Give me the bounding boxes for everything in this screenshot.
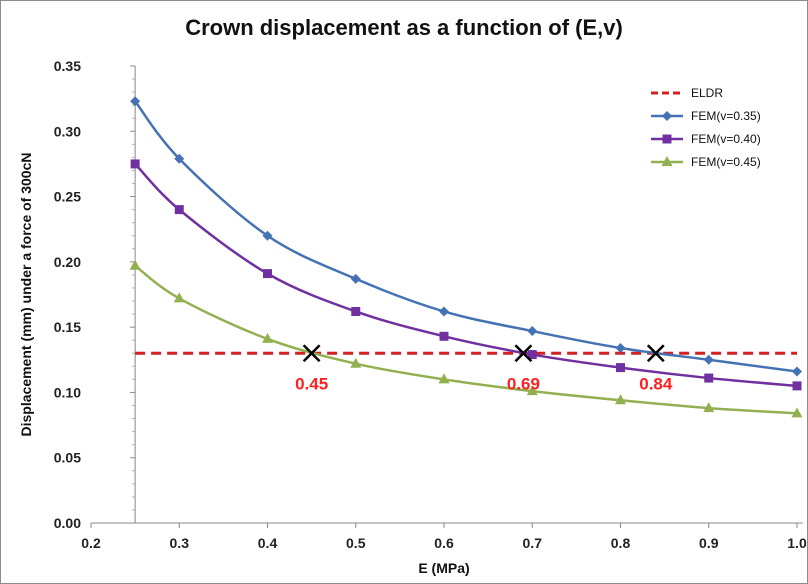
intersection-marker (646, 344, 665, 363)
legend-label: FEM(v=0.45) (691, 155, 761, 169)
data-point (350, 273, 361, 284)
data-point (615, 394, 626, 405)
cross-stroke (646, 344, 665, 363)
legend-item: FEM(v=0.45) (651, 155, 761, 169)
intersection-label: 0.45 (295, 374, 328, 393)
legend-label: FEM(v=0.40) (691, 132, 761, 146)
data-point (262, 230, 273, 241)
legend-item: ELDR (651, 86, 723, 100)
y-tick-label: 0.00 (54, 515, 81, 531)
x-tick-label: 0.4 (258, 535, 278, 551)
x-axis-title: E (MPa) (418, 560, 469, 576)
series-3 (129, 259, 803, 418)
data-point (173, 292, 185, 303)
x-tick-label: 0.2 (81, 535, 101, 551)
y-tick-label: 0.35 (54, 58, 81, 74)
data-point (526, 385, 538, 396)
y-tick-label: 0.25 (54, 189, 81, 205)
data-point (438, 373, 450, 384)
legend-label: ELDR (691, 86, 723, 100)
series-2 (130, 159, 802, 391)
data-point (174, 205, 184, 215)
x-tick-label: 0.6 (434, 535, 454, 551)
x-tick-label: 0.8 (611, 535, 631, 551)
data-point (527, 350, 537, 360)
data-point (129, 259, 141, 270)
series-line (134, 264, 798, 415)
legend-marker (662, 134, 672, 144)
data-point (439, 331, 449, 341)
y-axis-title: Displacement (mm) under a force of 300cN (18, 153, 34, 437)
series-1 (130, 96, 802, 377)
y-tick-label: 0.20 (54, 254, 81, 270)
data-point (792, 366, 802, 377)
legend-item: FEM(v=0.35) (651, 109, 761, 123)
intersection-label: 0.84 (639, 374, 673, 393)
intersection-label: 0.69 (507, 374, 540, 393)
data-point (174, 153, 185, 164)
data-point (791, 407, 803, 418)
y-tick-label: 0.10 (54, 384, 81, 400)
chart-title: Crown displacement as a function of (E,v… (185, 15, 623, 40)
legend-item: FEM(v=0.40) (651, 132, 761, 146)
y-tick-label: 0.15 (54, 319, 81, 335)
data-point (439, 306, 449, 317)
legend-marker (661, 156, 673, 166)
legend-label: FEM(v=0.35) (691, 109, 761, 123)
intersection-marker (302, 344, 321, 363)
data-point (350, 357, 362, 368)
x-tick-label: 0.3 (170, 535, 190, 551)
x-tick-label: 0.5 (346, 535, 366, 551)
data-point (527, 326, 538, 337)
data-point (792, 381, 802, 391)
data-point (703, 402, 715, 413)
legend: ELDR FEM(v=0.35) FEM(v=0.40) FEM(v=0.45) (651, 86, 761, 169)
data-point (130, 159, 140, 169)
data-point (704, 373, 714, 383)
x-tick-label: 0.7 (523, 535, 543, 551)
x-tick-label: 1.0 (787, 535, 807, 551)
data-point (262, 332, 273, 343)
legend-marker (662, 111, 672, 121)
data-point (703, 354, 714, 365)
data-point (351, 306, 361, 316)
data-point (616, 363, 625, 373)
data-point (130, 96, 141, 107)
y-tick-label: 0.30 (54, 123, 81, 139)
data-point (615, 343, 626, 354)
x-tick-label: 0.9 (699, 535, 719, 551)
intersection-marker (514, 344, 533, 363)
data-point (263, 269, 272, 279)
cross-stroke (302, 344, 321, 363)
y-tick-label: 0.05 (54, 450, 81, 466)
cross-stroke (514, 344, 533, 363)
